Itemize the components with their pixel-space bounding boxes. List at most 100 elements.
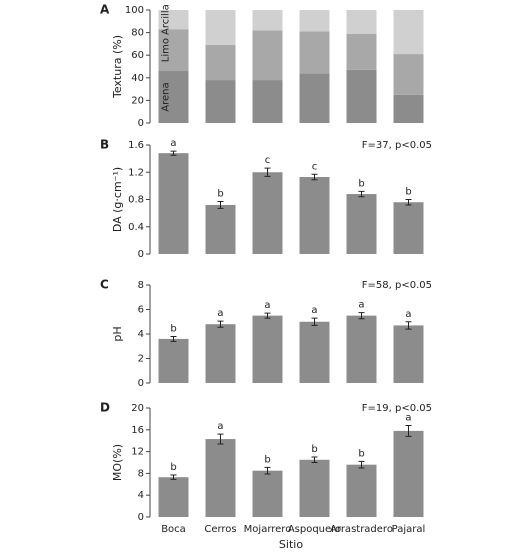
bar-segment: [205, 10, 236, 46]
letter-label: b: [358, 178, 364, 189]
error-bar: [358, 312, 365, 320]
error-bar: [264, 167, 271, 177]
bar-segment: [252, 80, 283, 123]
y-tick-label: 4: [138, 490, 144, 501]
series-label: Arena: [161, 82, 172, 111]
y-tick-label: 20: [131, 403, 144, 414]
panel-label: C: [100, 278, 109, 292]
y-tick-label: 20: [131, 95, 144, 106]
letter-label: b: [170, 462, 176, 473]
annotation: F=19, p<0.05: [362, 403, 432, 414]
x-axis-label: Sitio: [279, 538, 303, 551]
panel-label: B: [100, 138, 109, 152]
letter-label: b: [358, 448, 364, 459]
y-axis-label: MO(%): [111, 444, 124, 481]
error-bar: [217, 320, 224, 328]
error-bar: [405, 199, 412, 206]
y-tick-label: 80: [131, 28, 144, 39]
bar-segment: [393, 94, 424, 123]
letter-label: a: [311, 305, 317, 316]
bar-segment: [346, 33, 377, 70]
y-tick-label: 16: [131, 425, 144, 436]
bar-segment: [252, 30, 283, 81]
annotation: F=37, p<0.05: [362, 140, 432, 151]
error-bar: [217, 201, 224, 209]
bar: [346, 194, 377, 254]
bar-segment: [299, 73, 330, 123]
bar-segment: [346, 10, 377, 34]
bar-segment: [158, 71, 189, 123]
error-bar: [170, 474, 177, 480]
bar: [299, 177, 330, 254]
y-tick-label: 60: [131, 50, 144, 61]
bar-segment: [205, 80, 236, 123]
bar-segment: [393, 10, 424, 55]
y-tick-label: 4: [138, 329, 144, 340]
error-bar: [217, 433, 224, 445]
letter-label: b: [311, 444, 317, 455]
error-bar: [405, 321, 412, 330]
y-tick-label: 0: [138, 378, 144, 389]
y-tick-label: 0: [138, 118, 144, 129]
bar: [158, 477, 189, 517]
series-label: Limo: [161, 38, 172, 62]
x-tick-label: Cerros: [204, 524, 236, 535]
letter-label: a: [405, 309, 411, 320]
bar: [393, 202, 424, 254]
error-bar: [358, 190, 365, 198]
annotation: F=58, p<0.05: [362, 280, 432, 291]
panel-label: A: [100, 3, 110, 17]
bar: [346, 464, 377, 517]
letter-label: a: [217, 308, 223, 319]
bar-segment: [158, 29, 189, 72]
bar: [252, 470, 283, 517]
y-tick-label: 12: [131, 447, 144, 458]
y-axis-label: DA (g·cm⁻¹): [111, 167, 124, 232]
y-axis-label: pH: [111, 326, 124, 341]
bar: [393, 430, 424, 517]
error-bar: [170, 335, 177, 342]
panel-label: D: [100, 401, 110, 415]
error-bar: [311, 317, 318, 326]
bar: [158, 338, 189, 383]
bar: [346, 315, 377, 383]
y-tick-label: 2: [138, 354, 144, 365]
series-label: Arcilla: [161, 4, 172, 35]
error-bar: [170, 150, 177, 156]
letter-label: a: [264, 300, 270, 311]
letter-label: b: [217, 189, 223, 200]
letter-label: b: [405, 187, 411, 198]
bar: [205, 324, 236, 383]
bar-segment: [205, 45, 236, 81]
letter-label: a: [217, 421, 223, 432]
bar-segment: [299, 10, 330, 32]
y-tick-label: 6: [138, 305, 144, 316]
error-bar: [264, 312, 271, 319]
y-tick-label: 8: [138, 468, 144, 479]
y-tick-label: 40: [131, 73, 144, 84]
bar-segment: [393, 54, 424, 95]
x-tick-label: Arrastradero: [330, 524, 393, 535]
bar-segment: [158, 10, 189, 30]
y-tick-label: 1.6: [128, 140, 144, 151]
error-bar: [358, 460, 365, 469]
letter-label: a: [405, 412, 411, 423]
bar: [158, 153, 189, 254]
x-tick-label: Boca: [161, 524, 186, 535]
y-tick-label: 1.2: [128, 167, 144, 178]
letter-label: a: [358, 300, 364, 311]
x-tick-label: Mojarrero: [244, 524, 292, 535]
error-bar: [311, 173, 318, 181]
error-bar: [264, 466, 271, 475]
error-bar: [311, 456, 318, 463]
x-tick-label: Pajaral: [392, 524, 426, 535]
y-tick-label: 0: [138, 249, 144, 260]
letter-label: a: [170, 138, 176, 149]
y-tick-label: 0.4: [128, 222, 144, 233]
bar: [393, 325, 424, 383]
y-tick-label: 0: [138, 512, 144, 523]
bar: [205, 204, 236, 254]
bar-segment: [252, 10, 283, 31]
bar: [205, 439, 236, 517]
